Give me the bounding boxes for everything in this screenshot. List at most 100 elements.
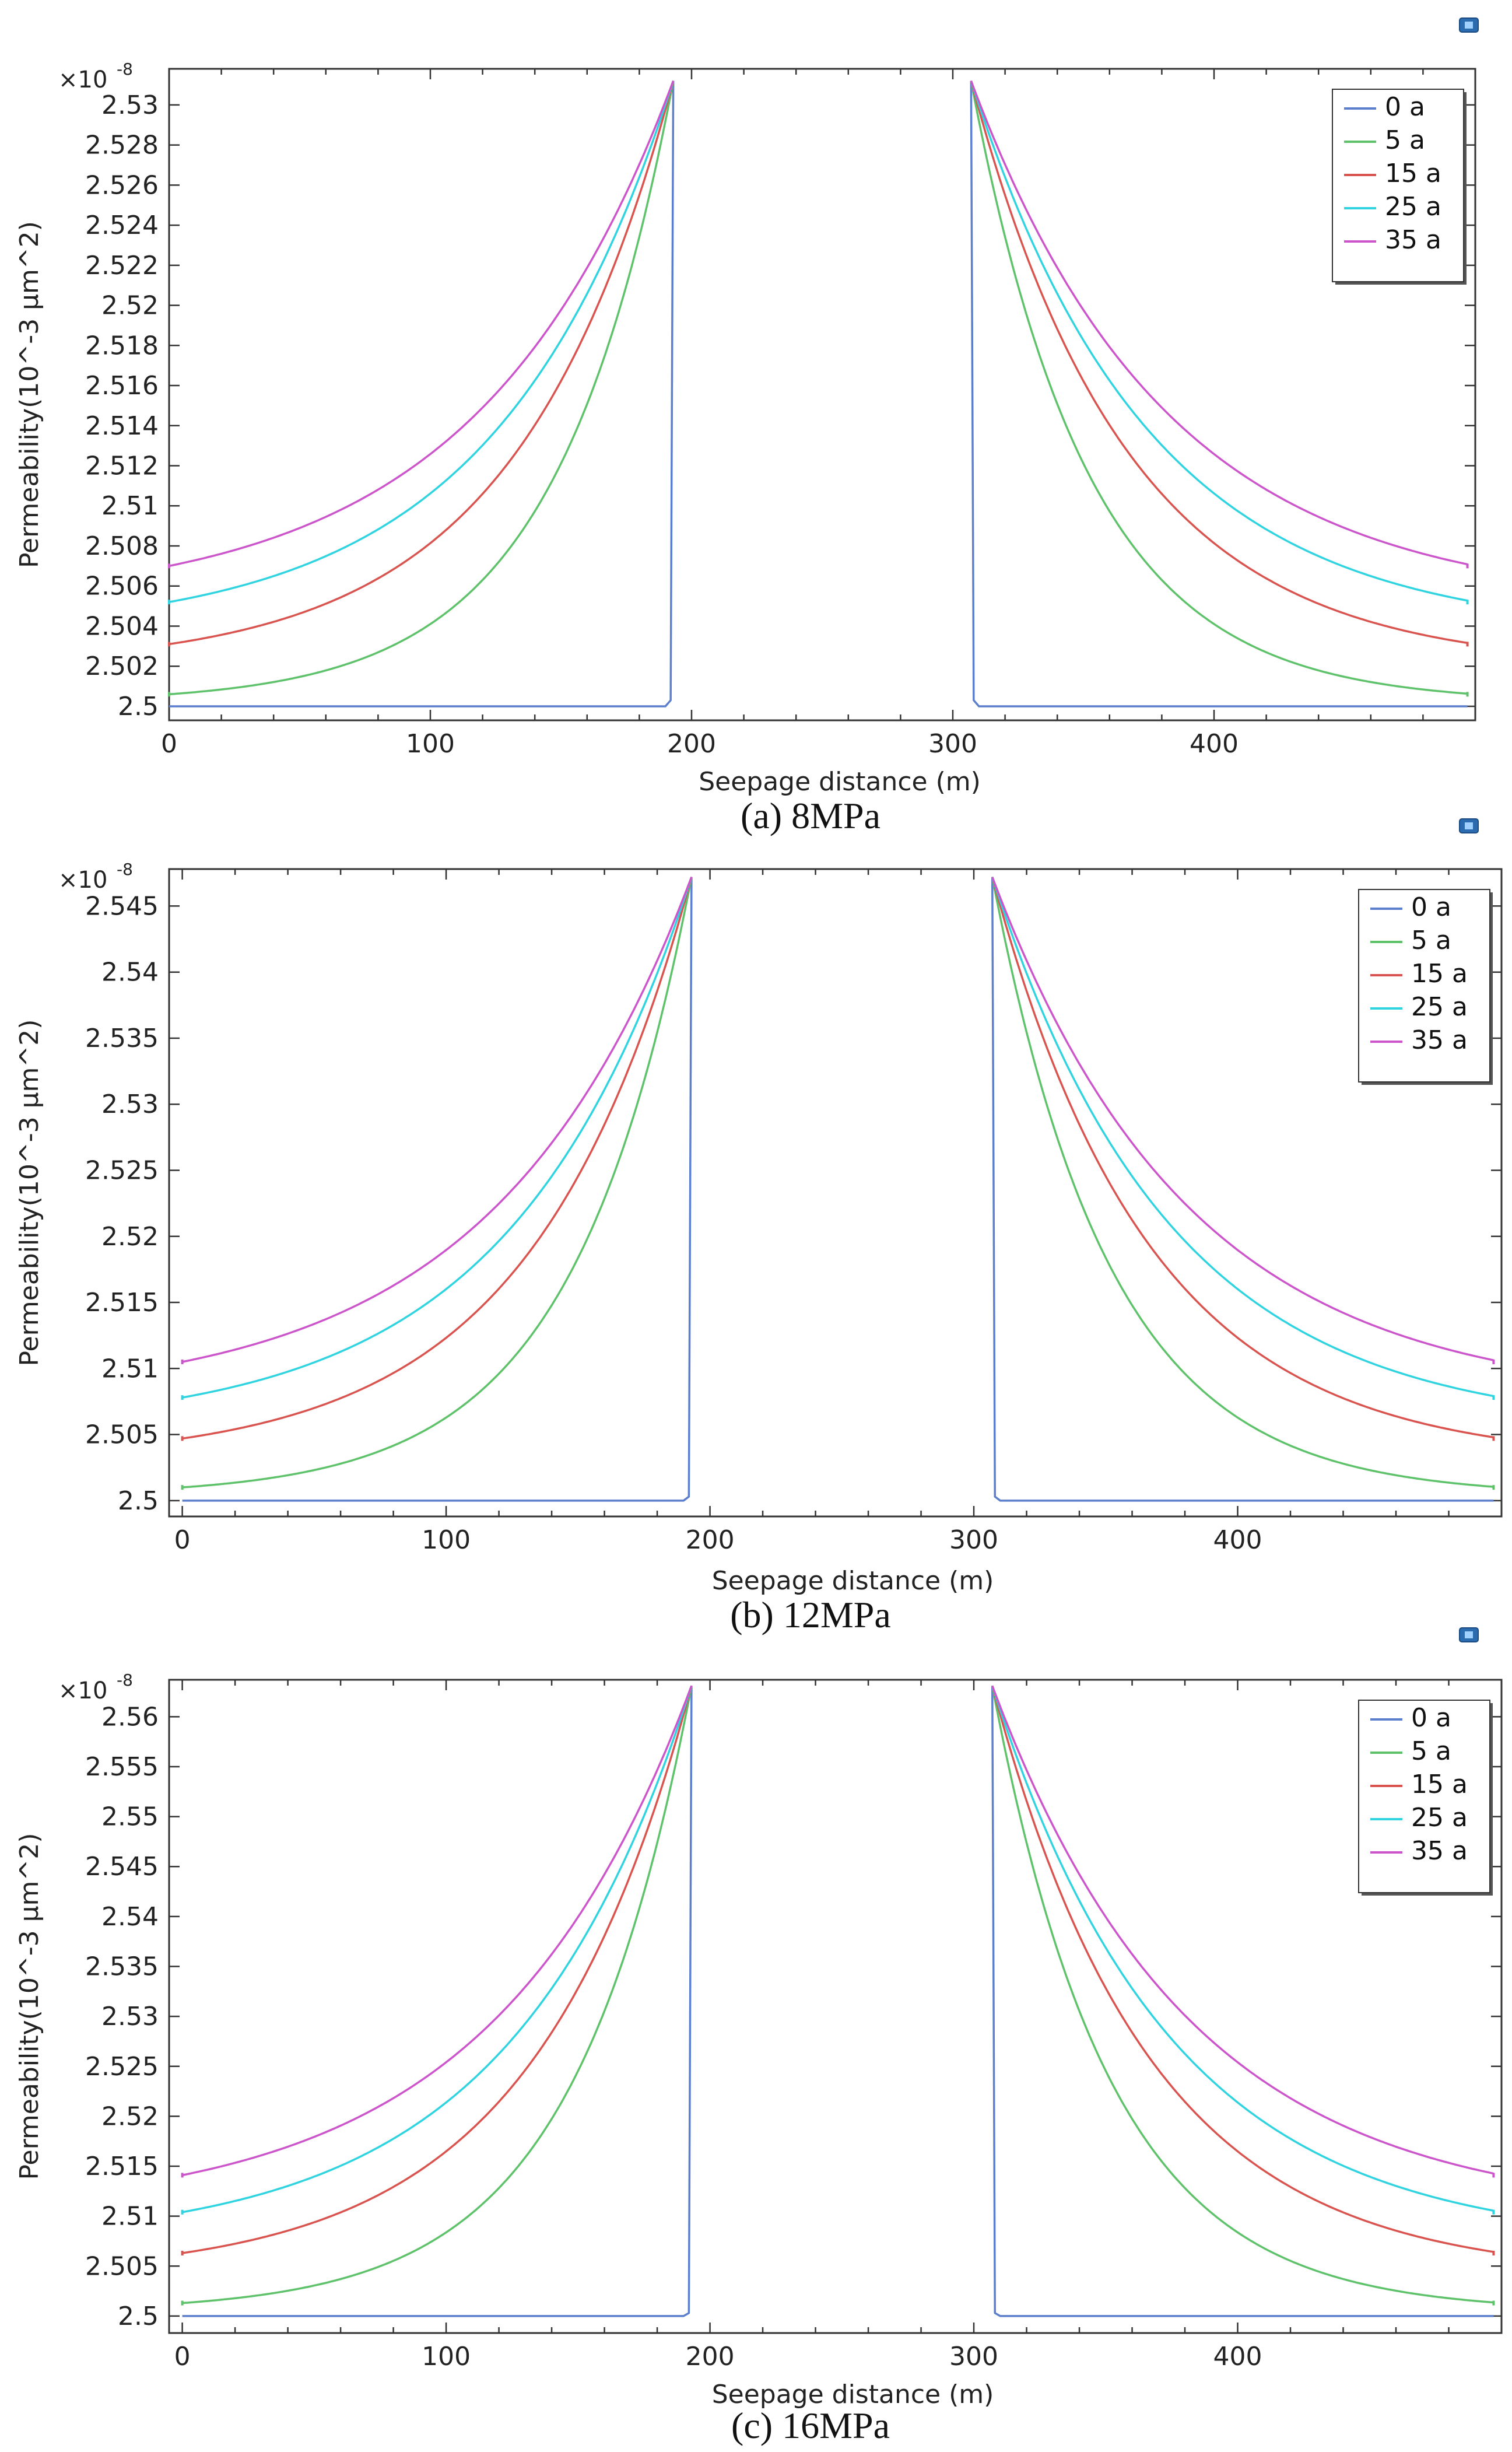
y-tick-label: 2.515 [85,2152,159,2181]
y-tick-label: 2.53 [101,2002,159,2031]
x-tick-label: 100 [422,2342,471,2372]
y-tick-label: 2.545 [85,1852,159,1882]
series-line-right-5a [991,1685,1494,2304]
series-line-right-0a [991,1686,1494,2317]
x-tick-label: 0 [174,1525,191,1555]
x-axis-label: Seepage distance (m) [712,1566,994,1596]
y-tick-label: 2.5 [118,692,159,721]
chart-panel-3: 0 100 200 300 400 2.5 2.505 2.51 2.515 2.52 2.525 2… [15,1627,1503,2446]
series-line-right-5a [970,80,1468,695]
y-axis-label: Permeability(10^-3 μm^2) [15,1020,44,1367]
export-icon-screen [1465,822,1473,829]
export-icon[interactable] [1459,818,1479,833]
y-tick-label: 2.526 [85,170,159,200]
legend-box [1358,889,1490,1083]
series-line-left-5a [182,877,693,1488]
series-line-right-15a [991,1685,1494,2253]
y-tick-label: 2.535 [85,1952,159,1981]
legend-label: 25 a [1385,192,1441,222]
y-tick-label: 2.51 [101,491,159,521]
legend-label: 15 a [1411,1770,1468,1799]
legend-label: 5 a [1411,1736,1451,1766]
series-line-right-25a [991,1685,1494,2212]
series-line-left-5a [182,1685,693,2304]
series-line-left-15a [182,877,693,1440]
x-tick-label: 400 [1190,729,1239,759]
y-multiplier-label: ×10 [58,867,107,894]
legend-label: 15 a [1411,959,1468,989]
y-tick-label: 2.5 [118,2302,159,2331]
series-line-left-25a [169,80,675,603]
y-multiplier-label: ×10 [58,1677,107,1704]
x-axis-label: Seepage distance (m) [712,2380,994,2409]
y-exponent-label: -8 [117,860,133,879]
export-icon-screen [1465,1631,1473,1638]
series-lines [181,876,1495,1502]
plot-frame [168,868,1503,1518]
chart-panel-1: 0 100 200 300 400 2.5 2.502 2.504 2.506 2.508 2.51… [15,17,1479,836]
series-lines [168,80,1469,707]
legend-label: 5 a [1385,125,1425,155]
legend-box [1358,1700,1490,1893]
series-line-left-35a [182,876,693,1363]
x-tick-label: 100 [406,729,455,759]
x-tick-label: 400 [1213,2342,1262,2372]
x-tick-label: 200 [686,1525,735,1555]
legend-label: 35 a [1411,1025,1468,1055]
y-axis-label: Permeability(10^-3 μm^2) [15,1833,44,2180]
x-tick-label: 300 [949,1525,998,1555]
legend-label: 15 a [1385,159,1441,188]
series-line-right-25a [970,80,1468,602]
y-tick-label: 2.51 [101,1354,159,1383]
y-tick-label: 2.515 [85,1288,159,1318]
y-tick-label: 2.52 [101,291,159,321]
y-tick-label: 2.506 [85,572,159,601]
y-tick-label: 2.51 [101,2202,159,2232]
series-line-left-0a [182,1686,693,2317]
y-tick-label: 2.525 [85,1155,159,1185]
plot-frame [168,68,1476,721]
series-line-right-15a [991,877,1494,1439]
y-tick-label: 2.518 [85,331,159,360]
x-tick-label: 400 [1213,1525,1262,1555]
y-tick-label: 2.55 [101,1802,159,1832]
export-icon[interactable] [1459,1627,1479,1642]
series-line-left-5a [169,80,675,696]
series-line-left-0a [182,877,693,1502]
series-line-right-0a [991,877,1494,1502]
legend: 0 a 5 a 15 a25 a35 a [1358,889,1493,1085]
series-line-left-15a [182,1685,693,2254]
x-axis-label: Seepage distance (m) [699,767,981,797]
series-line-left-0a [169,80,675,707]
export-icon[interactable] [1459,17,1479,33]
series-line-left-25a [182,1685,693,2213]
series-line-right-5a [991,877,1494,1488]
y-tick-label: 2.54 [101,958,159,987]
panel-caption: (a) 8MPa [741,795,880,836]
legend-label: 35 a [1411,1836,1468,1866]
y-tick-label: 2.53 [101,90,159,120]
x-tick-label: 300 [928,729,977,759]
y-tick-label: 2.522 [85,251,159,281]
x-tick-label: 300 [949,2342,998,2372]
y-tick-label: 2.528 [85,131,159,160]
y-tick-label: 2.505 [85,1420,159,1450]
series-line-left-35a [182,1685,693,2177]
legend-label: 35 a [1385,225,1441,255]
series-line-right-15a [970,80,1468,644]
y-tick-label: 2.504 [85,611,159,641]
x-tick-label: 200 [686,2342,735,2372]
series-line-left-15a [169,80,675,646]
legend-label: 25 a [1411,992,1468,1022]
series-line-left-35a [169,80,675,568]
series-line-right-35a [991,1685,1494,2175]
y-tick-label: 2.52 [101,1222,159,1252]
x-tick-label: 0 [161,729,177,759]
y-tick-label: 2.53 [101,1090,159,1119]
y-tick-label: 2.516 [85,371,159,401]
series-lines [181,1685,1495,2317]
series-line-right-35a [970,80,1468,566]
plot-frame [168,1679,1503,2334]
series-line-left-25a [182,877,693,1399]
